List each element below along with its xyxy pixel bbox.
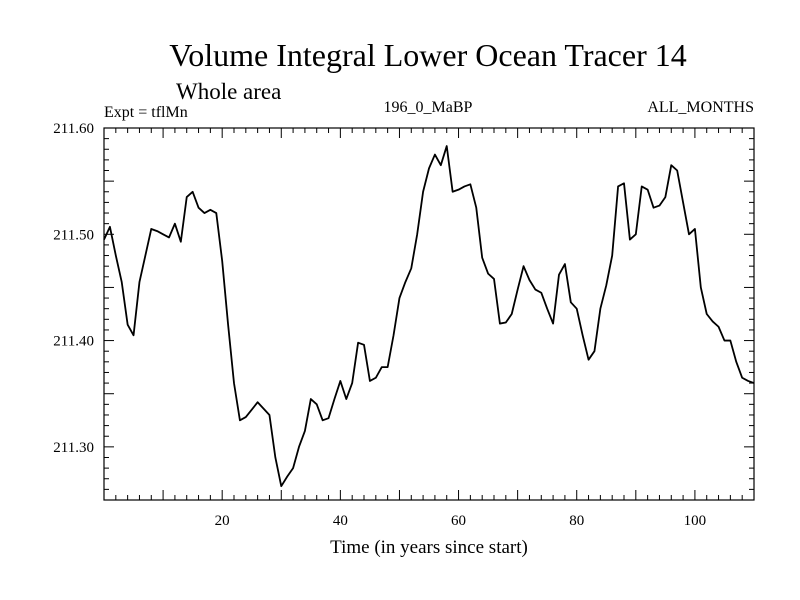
x-axis-label: Time (in years since start) [330, 537, 528, 558]
plot-frame [103, 127, 755, 501]
y-tick-label: 211.30 [53, 440, 94, 456]
x-tick-label: 20 [215, 513, 230, 529]
months-label: ALL_MONTHS [647, 99, 754, 116]
x-tick-label: 80 [569, 513, 584, 529]
x-tick-label: 40 [333, 513, 348, 529]
chart-title: Volume Integral Lower Ocean Tracer 14 [169, 37, 686, 73]
y-tick-label: 211.40 [53, 334, 94, 350]
x-tick-label: 60 [451, 513, 466, 529]
y-tick-label: 211.50 [53, 227, 94, 243]
series-layer [103, 145, 755, 488]
x-tick-label: 100 [684, 513, 707, 529]
chart-subtitle: Whole area [176, 79, 281, 104]
period-label: 196_0_MaBP [384, 99, 473, 116]
experiment-label: Expt = tflMn [104, 104, 188, 121]
y-tick-label: 211.60 [53, 121, 94, 137]
series-line [103, 145, 755, 488]
axis-tick-labels: 20 40 60 80 100 211.30 211.40 211.50 211.60 [53, 121, 706, 529]
axis-ticks [104, 128, 754, 500]
